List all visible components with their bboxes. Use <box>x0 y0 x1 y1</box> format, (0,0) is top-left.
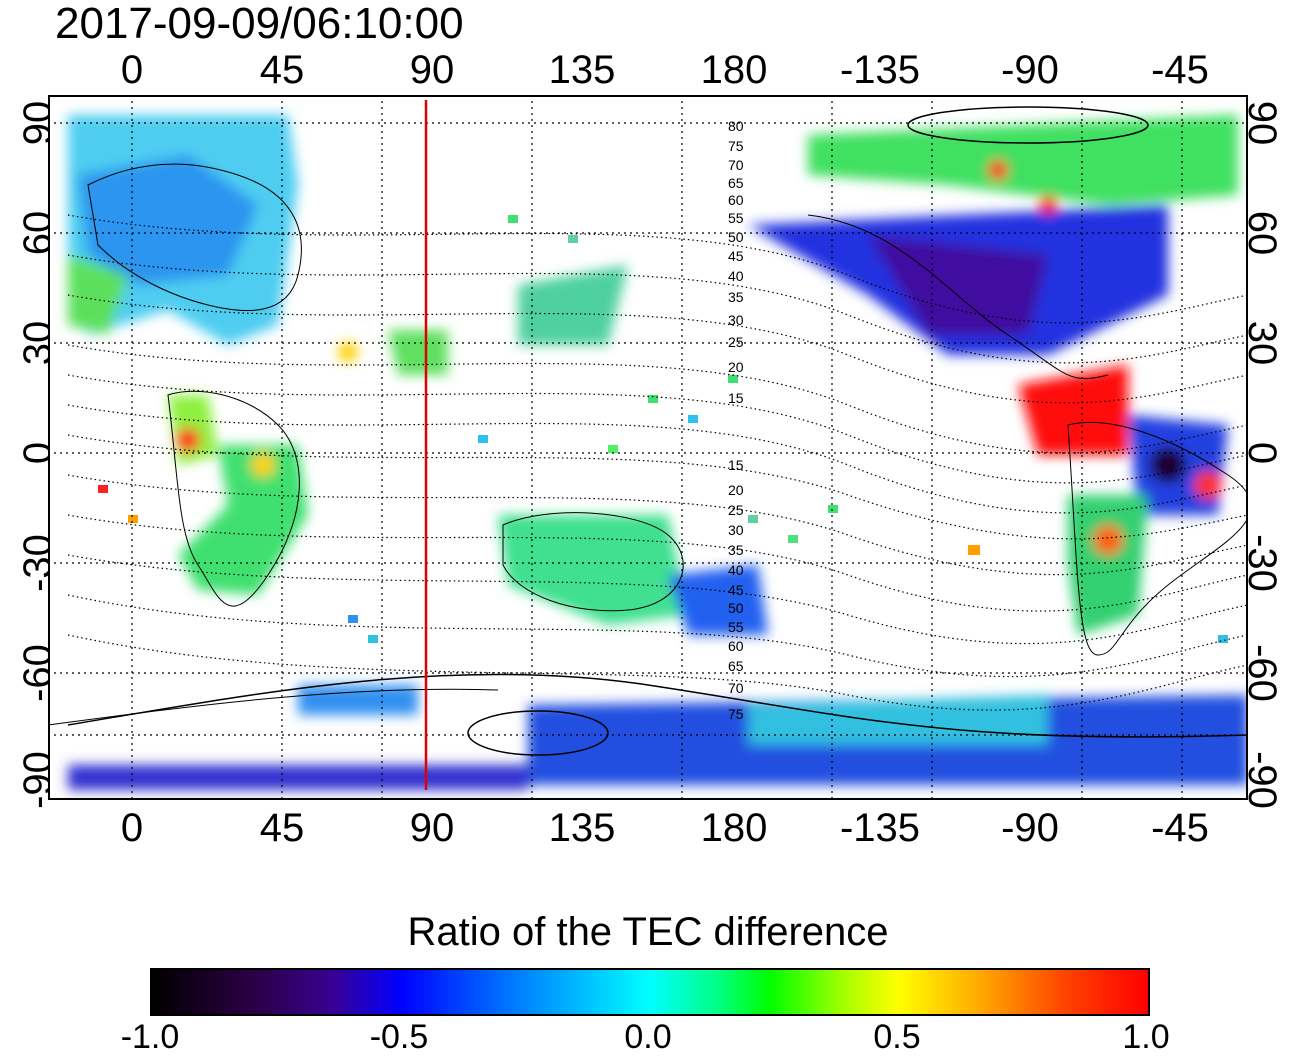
contour-label: 35 <box>728 289 744 305</box>
contour-label: 65 <box>728 175 744 191</box>
tec-map: 80 75 70 65 60 55 50 45 40 35 30 25 20 1… <box>48 95 1248 800</box>
contour-label: 35 <box>728 542 744 558</box>
contour-label: 50 <box>728 229 744 245</box>
lon-tick-top: -90 <box>1001 48 1059 92</box>
tec-scatter-pixels <box>98 215 1228 643</box>
contour-label: 15 <box>728 457 744 473</box>
contour-labels-north: 80 75 70 65 60 55 50 45 40 35 30 25 20 1… <box>728 118 744 406</box>
colorbar-tick: 0.5 <box>873 1018 921 1056</box>
contour-label: 40 <box>728 562 744 578</box>
colorbar-tick: -0.5 <box>369 1018 429 1056</box>
contour-label: 75 <box>728 138 744 154</box>
contour-label: 40 <box>728 268 744 284</box>
lon-tick-bottom: 45 <box>259 806 305 850</box>
contour-label: 25 <box>728 502 744 518</box>
lon-tick-bottom: 90 <box>409 806 455 850</box>
contour-label: 70 <box>728 157 744 173</box>
tec-data-layer <box>68 115 1248 790</box>
contour-label: 30 <box>728 522 744 538</box>
lon-tick-top: 135 <box>548 48 616 92</box>
contour-label: 45 <box>728 248 744 264</box>
contour-label: 20 <box>728 482 744 498</box>
colorbar-tick: 1.0 <box>1122 1018 1170 1056</box>
contour-label: 60 <box>728 638 744 654</box>
coastlines <box>48 163 1248 726</box>
lat-tick-right: -60 <box>1240 644 1284 702</box>
lat-tick-right: 90 <box>1240 100 1284 146</box>
lon-tick-top: -135 <box>839 48 921 92</box>
contour-label: 30 <box>728 312 744 328</box>
lat-tick-right: 30 <box>1240 320 1284 366</box>
contour-label: 20 <box>728 359 744 375</box>
contour-label: 70 <box>728 680 744 696</box>
contour-lines <box>67 214 1248 711</box>
lat-tick-right: -30 <box>1240 534 1284 592</box>
lon-tick-bottom: 180 <box>700 806 768 850</box>
lon-tick-top: 45 <box>259 48 305 92</box>
lat-tick-right: -90 <box>1240 751 1284 809</box>
contour-labels-south: 15 20 25 30 35 40 45 50 55 60 65 70 75 <box>728 457 744 722</box>
lon-tick-bottom: -135 <box>839 806 921 850</box>
lon-tick-bottom: 135 <box>548 806 616 850</box>
lon-tick-top: 0 <box>120 48 144 92</box>
lon-tick-top: 90 <box>409 48 455 92</box>
lon-tick-top: -45 <box>1151 48 1209 92</box>
lon-tick-bottom: -45 <box>1151 806 1209 850</box>
colorbar-tick: 0.0 <box>624 1018 672 1056</box>
colorbar-title: Ratio of the TEC difference <box>407 910 889 954</box>
lat-tick-right: 60 <box>1240 210 1284 256</box>
contour-label: 80 <box>728 118 744 134</box>
lon-tick-bottom: 0 <box>120 806 144 850</box>
contour-label: 45 <box>728 582 744 598</box>
colorbar-tick: -1.0 <box>120 1018 180 1056</box>
contour-label: 75 <box>728 706 744 722</box>
lon-tick-bottom: -90 <box>1001 806 1059 850</box>
lat-tick-right: 0 <box>1240 441 1284 465</box>
contour-label: 60 <box>728 192 744 208</box>
colorbar <box>150 968 1150 1016</box>
contour-solid <box>67 106 1248 756</box>
lon-tick-top: 180 <box>700 48 768 92</box>
timestamp-title: 2017-09-09/06:10:00 <box>55 0 464 48</box>
contour-label: 50 <box>728 600 744 616</box>
contour-label: 55 <box>728 210 744 226</box>
contour-label: 15 <box>728 390 744 406</box>
contour-label: 25 <box>728 334 744 350</box>
contour-label: 55 <box>728 619 744 635</box>
contour-label: 65 <box>728 658 744 674</box>
